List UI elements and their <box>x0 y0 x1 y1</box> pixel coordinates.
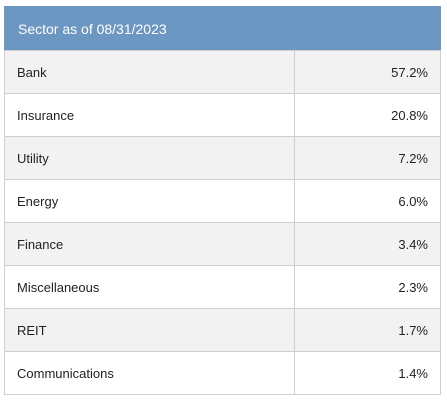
sector-weight: 7.2% <box>294 136 441 180</box>
table-row: Utility 7.2% <box>4 136 441 180</box>
sector-name: REIT <box>4 308 295 352</box>
sector-name: Miscellaneous <box>4 265 295 309</box>
sector-name: Energy <box>4 179 295 223</box>
sector-weight: 3.4% <box>294 222 441 266</box>
table-row: Miscellaneous 2.3% <box>4 265 441 309</box>
sector-name: Bank <box>4 50 295 94</box>
table-header: Sector as of 08/31/2023 <box>4 6 441 50</box>
table-row: REIT 1.7% <box>4 308 441 352</box>
table-row: Energy 6.0% <box>4 179 441 223</box>
sector-weight: 1.7% <box>294 308 441 352</box>
sector-weight: 20.8% <box>294 93 441 137</box>
sector-name: Communications <box>4 351 295 395</box>
sector-weight: 6.0% <box>294 179 441 223</box>
table-title: Sector as of 08/31/2023 <box>18 21 167 37</box>
sector-name: Finance <box>4 222 295 266</box>
table-row: Communications 1.4% <box>4 351 441 395</box>
sector-table: Bank 57.2% Insurance 20.8% Utility 7.2% … <box>4 50 441 395</box>
table-row: Insurance 20.8% <box>4 93 441 137</box>
sector-name: Utility <box>4 136 295 180</box>
table-row: Finance 3.4% <box>4 222 441 266</box>
sector-name: Insurance <box>4 93 295 137</box>
sector-weight: 1.4% <box>294 351 441 395</box>
sector-weight: 2.3% <box>294 265 441 309</box>
sector-table-widget: Sector as of 08/31/2023 Bank 57.2% Insur… <box>4 6 441 395</box>
table-row: Bank 57.2% <box>4 50 441 94</box>
sector-weight: 57.2% <box>294 50 441 94</box>
